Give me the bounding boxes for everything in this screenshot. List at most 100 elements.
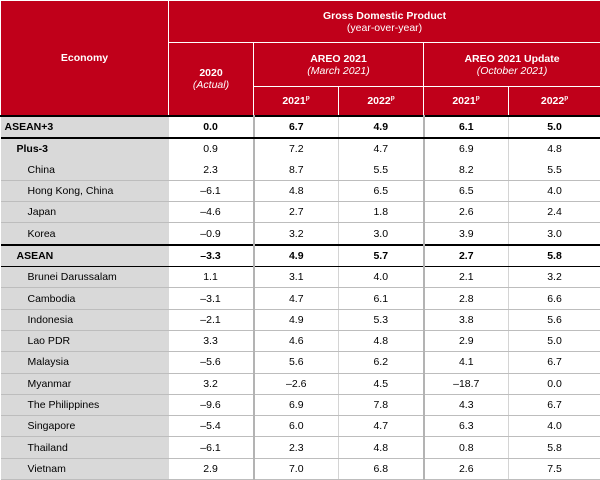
table-row: Vietnam 2.9 7.0 6.8 2.6 7.5 [1,458,600,479]
col-2020-label: 2020 [199,67,222,79]
value-areo-2022: 4.8 [339,437,424,458]
value-2020: –9.6 [169,394,254,415]
value-update-2021: 2.7 [424,245,509,267]
table-row: Thailand –6.1 2.3 4.8 0.8 5.8 [1,437,600,458]
value-areo-2021: 4.9 [254,309,339,330]
value-2020: 0.0 [169,116,254,138]
value-update-2022: 2.4 [509,202,600,223]
value-update-2022: 3.0 [509,223,600,245]
value-areo-2021: 4.6 [254,330,339,351]
value-areo-2022: 4.7 [339,416,424,437]
value-areo-2022: 4.8 [339,330,424,351]
value-update-2021: 2.6 [424,202,509,223]
projection-mark: p [564,95,568,102]
value-areo-2022: 4.0 [339,267,424,288]
table-row: Japan –4.6 2.7 1.8 2.6 2.4 [1,202,600,223]
economy-name: Malaysia [1,352,169,373]
areo-title: AREO 2021 [310,53,367,65]
value-2020: –5.4 [169,416,254,437]
economy-name: ASEAN [1,245,169,267]
value-update-2022: 5.6 [509,309,600,330]
value-2020: –6.1 [169,180,254,201]
table-row: Singapore –5.4 6.0 4.7 6.3 4.0 [1,416,600,437]
value-areo-2021: 4.8 [254,180,339,201]
year-label: 2021 [282,95,305,107]
projection-mark: p [476,95,480,102]
value-2020: –4.6 [169,202,254,223]
value-update-2022: 6.7 [509,394,600,415]
value-update-2022: 5.5 [509,160,600,181]
table-row: Cambodia –3.1 4.7 6.1 2.8 6.6 [1,288,600,309]
projection-mark: p [391,95,395,102]
value-areo-2021: 4.7 [254,288,339,309]
table-row: China 2.3 8.7 5.5 8.2 5.5 [1,160,600,181]
value-2020: –6.1 [169,437,254,458]
value-areo-2021: 6.9 [254,394,339,415]
value-update-2021: 0.8 [424,437,509,458]
value-update-2021: 6.5 [424,180,509,201]
table-row: Hong Kong, China –6.1 4.8 6.5 6.5 4.0 [1,180,600,201]
value-update-2022: 4.8 [509,138,600,159]
table-row: Plus-3 0.9 7.2 4.7 6.9 4.8 [1,138,600,159]
value-areo-2022: 5.7 [339,245,424,267]
table-row: The Philippines –9.6 6.9 7.8 4.3 6.7 [1,394,600,415]
value-update-2021: 6.1 [424,116,509,138]
table-header: Economy Gross Domestic Product (year-ove… [1,1,600,117]
value-update-2021: 2.8 [424,288,509,309]
value-areo-2022: 5.3 [339,309,424,330]
value-2020: 2.3 [169,160,254,181]
value-2020: 3.3 [169,330,254,351]
update-2021-year-header: 2021p [424,87,509,117]
table-row: ASEAN –3.3 4.9 5.7 2.7 5.8 [1,245,600,267]
value-update-2021: 6.9 [424,138,509,159]
table-body: ASEAN+3 0.0 6.7 4.9 6.1 5.0 Plus-3 0.9 7… [1,116,600,480]
value-update-2022: 6.7 [509,352,600,373]
value-update-2021: 4.1 [424,352,509,373]
value-update-2021: –18.7 [424,373,509,394]
value-2020: –3.3 [169,245,254,267]
table-row: Malaysia –5.6 5.6 6.2 4.1 6.7 [1,352,600,373]
value-2020: 3.2 [169,373,254,394]
year-label: 2022 [367,95,390,107]
value-areo-2021: 7.2 [254,138,339,159]
value-update-2022: 5.0 [509,330,600,351]
value-update-2021: 2.9 [424,330,509,351]
col-2020-header: 2020 (Actual) [169,43,254,117]
table-row: Korea –0.9 3.2 3.0 3.9 3.0 [1,223,600,245]
gdp-header: Gross Domestic Product (year-over-year) [169,1,600,43]
update-2022-year-header: 2022p [509,87,600,117]
value-2020: –2.1 [169,309,254,330]
value-2020: –3.1 [169,288,254,309]
value-update-2022: 6.6 [509,288,600,309]
areo-2021-year-header: 2021p [254,87,339,117]
economy-name: The Philippines [1,394,169,415]
value-areo-2021: 4.9 [254,245,339,267]
value-update-2022: 0.0 [509,373,600,394]
economy-name: Plus-3 [1,138,169,159]
update-sub: (October 2021) [424,65,600,77]
value-update-2022: 5.8 [509,245,600,267]
update-title: AREO 2021 Update [464,53,559,65]
economy-name: Thailand [1,437,169,458]
table-row: Lao PDR 3.3 4.6 4.8 2.9 5.0 [1,330,600,351]
economy-name: Brunei Darussalam [1,267,169,288]
value-update-2021: 8.2 [424,160,509,181]
economy-name: China [1,160,169,181]
projection-mark: p [306,95,310,102]
value-2020: –5.6 [169,352,254,373]
value-areo-2021: 3.1 [254,267,339,288]
value-areo-2021: 6.0 [254,416,339,437]
economy-name: Korea [1,223,169,245]
table-row: Indonesia –2.1 4.9 5.3 3.8 5.6 [1,309,600,330]
value-areo-2021: 5.6 [254,352,339,373]
value-update-2021: 2.1 [424,267,509,288]
value-areo-2021: 6.7 [254,116,339,138]
value-update-2022: 3.2 [509,267,600,288]
value-areo-2021: 7.0 [254,458,339,479]
value-update-2021: 2.6 [424,458,509,479]
economy-name: Indonesia [1,309,169,330]
economy-name: Myanmar [1,373,169,394]
value-update-2022: 7.5 [509,458,600,479]
value-update-2022: 5.8 [509,437,600,458]
